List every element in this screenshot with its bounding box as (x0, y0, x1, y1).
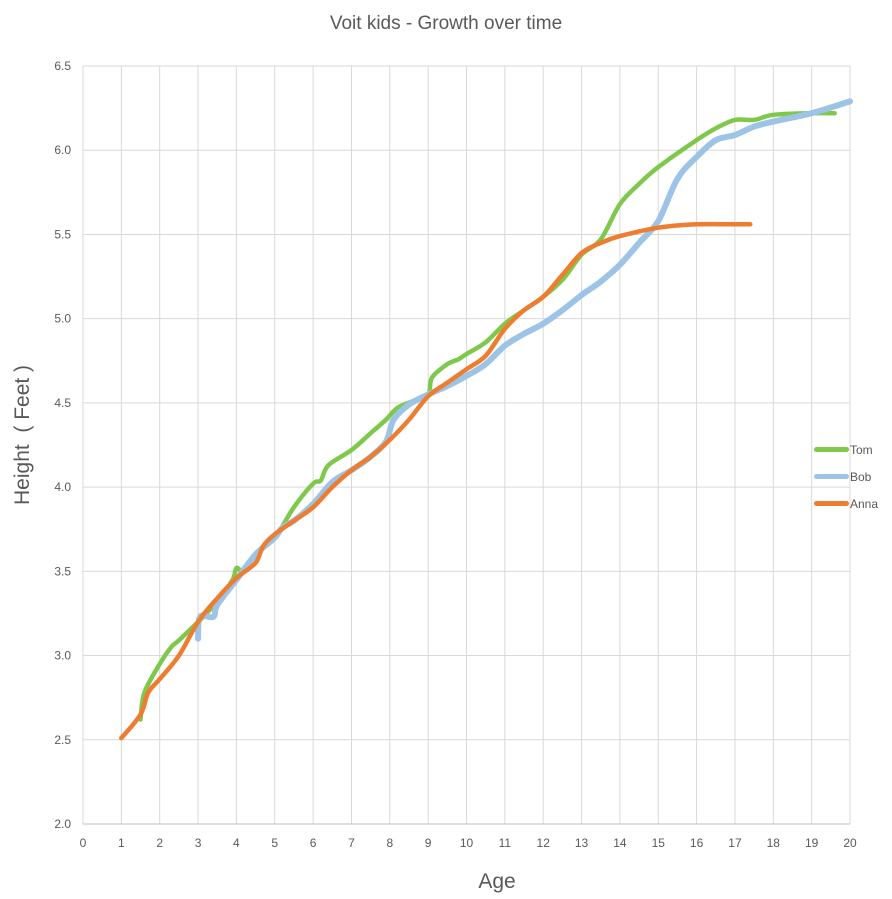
x-tick-label: 2 (156, 836, 163, 850)
series-line-bob (195, 98, 853, 642)
y-tick-label: 4.0 (54, 480, 71, 494)
x-tick-label: 11 (499, 836, 512, 850)
x-tick-label: 16 (690, 836, 704, 850)
x-tick-label: 0 (80, 836, 87, 850)
x-tick-label: 4 (233, 836, 240, 850)
legend-item-tom: Tom (814, 436, 878, 463)
legend-swatch-bob (814, 474, 849, 479)
x-tick-label: 9 (425, 836, 432, 850)
legend-item-anna: Anna (814, 490, 878, 517)
y-tick-label: 3.5 (54, 564, 71, 578)
y-tick-label: 5.5 (54, 227, 71, 241)
y-tick-label: 5.0 (54, 312, 71, 326)
x-tick-label: 14 (613, 836, 627, 850)
legend: Tom Bob Anna (814, 436, 878, 517)
chart-title: Voit kids - Growth over time (329, 13, 563, 34)
series-line-anna (119, 221, 753, 741)
axis-ticks: 0 1 2 3 4 5 6 7 8 9 10 11 12 13 14 15 16 17 18 19 202.02.53.… (54, 59, 857, 850)
legend-item-bob: Bob (814, 463, 878, 490)
x-tick-label: 10 (460, 836, 474, 850)
x-tick-label: 17 (728, 836, 742, 850)
legend-label-bob: Bob (850, 469, 872, 484)
x-tick-label: 8 (386, 836, 393, 850)
gridlines (82, 65, 851, 825)
x-tick-label: 13 (575, 836, 589, 850)
y-tick-label: 2.0 (54, 817, 71, 831)
x-tick-label: 7 (348, 836, 355, 850)
x-tick-label: 3 (195, 836, 202, 850)
y-tick-label: 6.0 (54, 143, 71, 157)
legend-swatch-tom (814, 447, 849, 452)
series-line-tom (138, 110, 837, 722)
x-tick-label: 6 (310, 836, 317, 850)
x-tick-label: 1 (118, 836, 125, 850)
y-tick-label: 2.5 (54, 733, 71, 747)
x-tick-label: 5 (271, 836, 278, 850)
x-tick-label: 15 (652, 836, 666, 850)
x-tick-label: 19 (805, 836, 819, 850)
x-axis-label: Age (478, 870, 516, 893)
y-tick-label: 4.5 (54, 396, 71, 410)
x-tick-label: 20 (843, 836, 857, 850)
y-tick-label: 3.0 (54, 649, 71, 663)
x-tick-label: 12 (537, 836, 551, 850)
x-tick-label: 18 (767, 836, 781, 850)
legend-swatch-anna (814, 501, 849, 506)
legend-label-tom: Tom (850, 442, 873, 457)
y-tick-label: 6.5 (54, 59, 71, 73)
series-lines (119, 98, 853, 741)
legend-label-anna: Anna (850, 496, 879, 511)
